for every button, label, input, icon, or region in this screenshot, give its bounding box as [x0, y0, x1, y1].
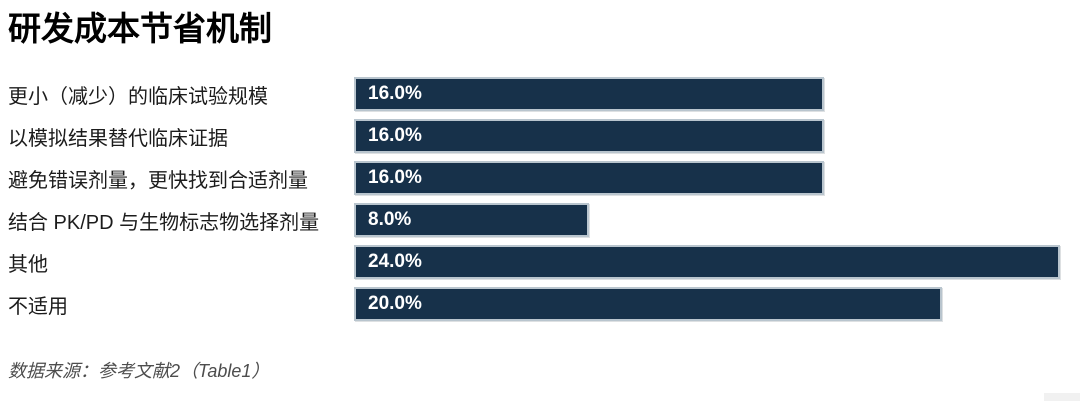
bar: 8.0% [354, 203, 590, 237]
bar-rows: 更小（减少）的临床试验规模 16.0% 以模拟结果替代临床证据 16.0% 避免错误剂量… [8, 77, 1080, 321]
value-label: 16.0% [368, 83, 422, 104]
bar-row: 更小（减少）的临床试验规模 16.0% [8, 77, 1080, 111]
source-note: 数据来源：参考文献2（Table1） [8, 361, 270, 381]
bar: 16.0% [354, 161, 825, 195]
scrollbar-fragment [1044, 393, 1080, 401]
bar-row: 避免错误剂量，更快找到合适剂量 16.0% [8, 161, 1080, 195]
category-label: 不适用 [8, 295, 68, 318]
bar-row: 以模拟结果替代临床证据 16.0% [8, 119, 1080, 153]
category-label: 更小（减少）的临床试验规模 [8, 85, 268, 108]
category-label: 结合 PK/PD 与生物标志物选择剂量 [8, 211, 320, 234]
value-label: 20.0% [368, 293, 422, 314]
value-label: 24.0% [368, 251, 422, 272]
bar: 16.0% [354, 119, 825, 153]
chart-title: 研发成本节省机制 [8, 10, 272, 47]
bar: 20.0% [354, 287, 942, 321]
category-label: 避免错误剂量，更快找到合适剂量 [8, 169, 308, 192]
category-label: 以模拟结果替代临床证据 [8, 127, 228, 150]
value-label: 8.0% [368, 209, 412, 230]
value-label: 16.0% [368, 125, 422, 146]
bar-row: 不适用 20.0% [8, 287, 1080, 321]
bar-row: 其他 24.0% [8, 245, 1080, 279]
bar-row: 结合 PK/PD 与生物标志物选择剂量 8.0% [8, 203, 1080, 237]
chart-container: 研发成本节省机制 更小（减少）的临床试验规模 16.0% 以模拟结果替代临床证据 16… [8, 10, 1080, 381]
bar: 24.0% [354, 245, 1060, 279]
category-label: 其他 [8, 253, 48, 276]
bar: 16.0% [354, 77, 825, 111]
value-label: 16.0% [368, 167, 422, 188]
